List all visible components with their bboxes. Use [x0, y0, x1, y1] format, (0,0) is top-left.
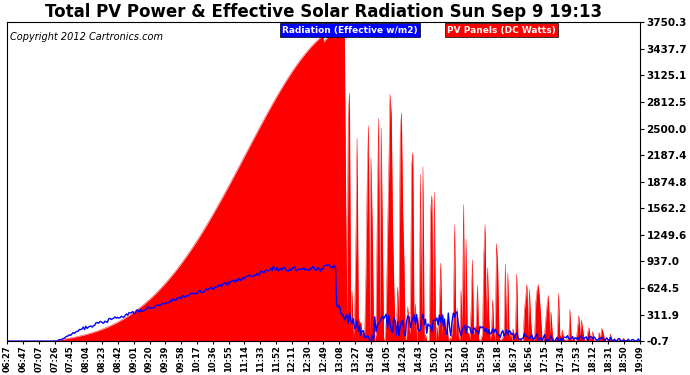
- Text: Copyright 2012 Cartronics.com: Copyright 2012 Cartronics.com: [10, 32, 164, 42]
- Text: Radiation (Effective w/m2): Radiation (Effective w/m2): [282, 26, 418, 34]
- Title: Total PV Power & Effective Solar Radiation Sun Sep 9 19:13: Total PV Power & Effective Solar Radiati…: [45, 3, 602, 21]
- Text: PV Panels (DC Watts): PV Panels (DC Watts): [447, 26, 555, 34]
